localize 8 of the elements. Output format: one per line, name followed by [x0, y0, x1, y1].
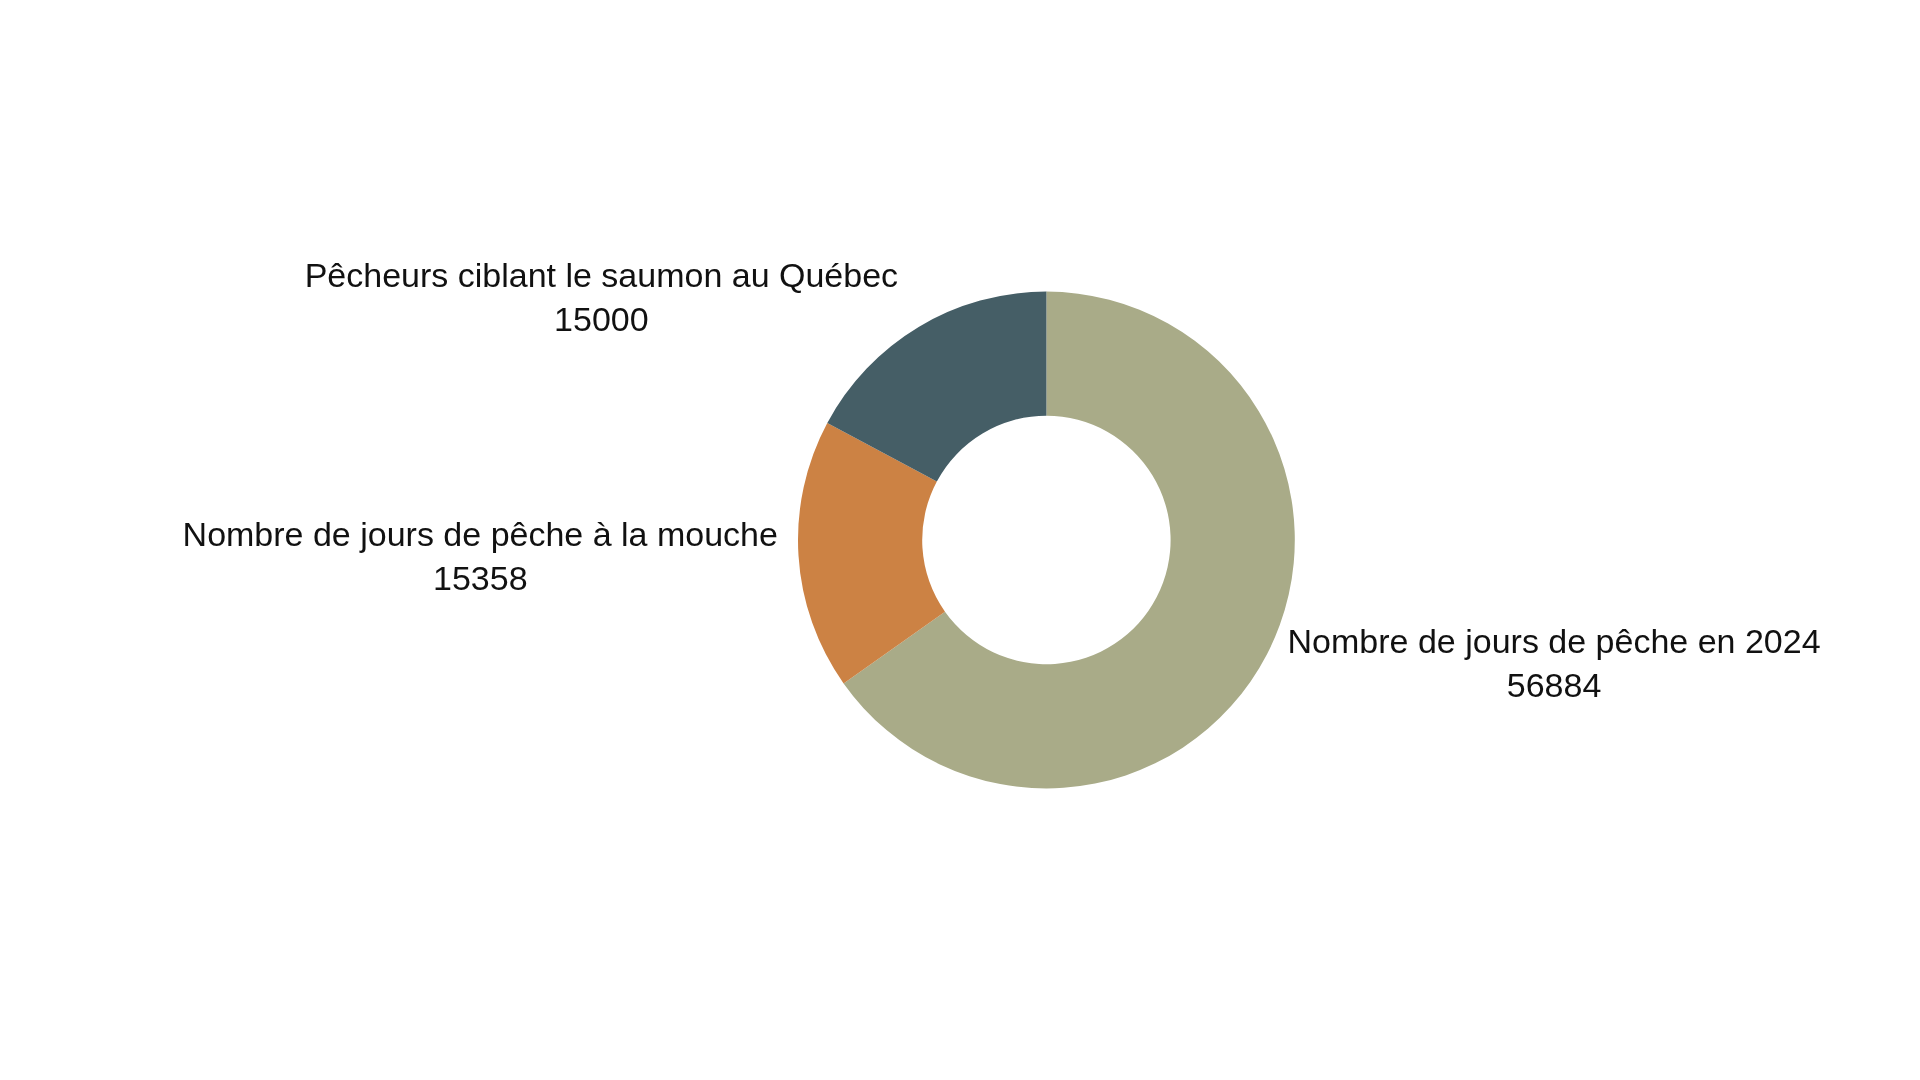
slice-label: Nombre de jours de pêche à la mouche [182, 514, 778, 553]
slice-label: Nombre de jours de pêche en 2024 [1287, 621, 1821, 660]
donut-slice [827, 291, 1047, 482]
slice-label: Pêcheurs ciblant le saumon au Québec [304, 255, 899, 294]
data-label: 15358 [432, 558, 528, 597]
donut-slice [798, 422, 945, 684]
data-label: 15000 [554, 299, 649, 338]
data-label: 56884 [1506, 665, 1602, 704]
